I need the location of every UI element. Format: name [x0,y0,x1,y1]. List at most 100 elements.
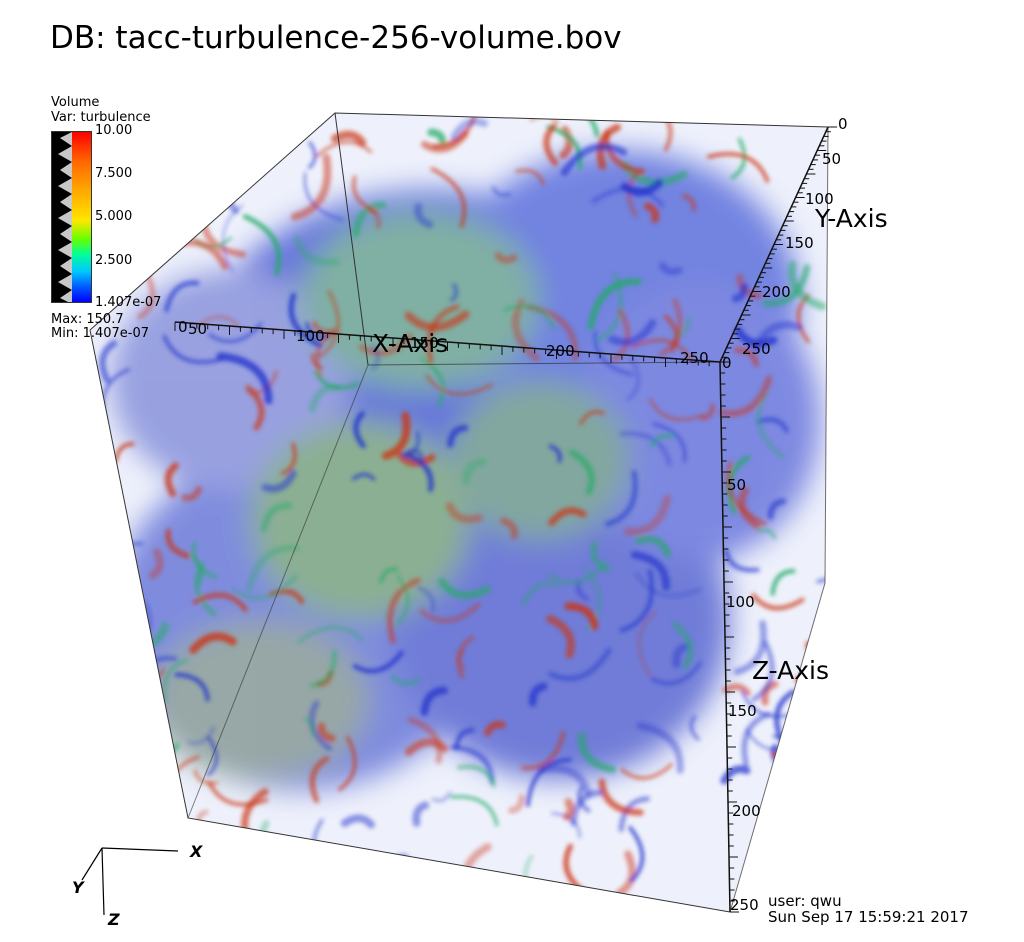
turbulence-streak [734,347,759,367]
turbulence-streak [394,574,411,626]
turbulence-streak [427,128,447,145]
opacity-ramp [52,132,72,302]
turbulence-streak [288,292,323,348]
turbulence-streak [659,298,683,357]
turbulence-streak [197,315,240,327]
turbulence-streak [396,452,436,467]
footer-date: Sun Sep 17 15:59:21 2017 [768,908,969,926]
turbulence-streak [430,167,467,228]
turbulence-streak [426,304,460,365]
turbulence-streak [564,602,599,630]
turbulence-streak [303,716,316,737]
turbulence-streak [756,417,789,433]
turbulence-streak [431,791,452,803]
turbulence-streak [751,640,775,702]
turbulence-streak [114,442,135,463]
turbulence-streak [307,141,317,169]
turbulence-streak [618,796,651,833]
turbulence-streak [603,130,645,176]
turbulence-streak [315,331,336,379]
turbulence-streak [310,649,337,689]
turbulence-streak [596,123,621,170]
turbulence-streak [315,140,373,158]
turbulence-streak [457,764,496,788]
turbulence-streak [591,186,665,208]
turbulence-streak [774,689,796,745]
turbulence-streak [163,658,189,703]
turbulence-streak [720,765,751,785]
volume-cloud [90,113,828,912]
turbulence-streak [207,736,218,777]
turbulence-streak [281,442,297,476]
turbulence-streak [635,572,701,597]
turbulence-streak [222,204,244,273]
turbulence-streak [659,262,683,276]
turbulence-streak [438,578,491,599]
turbulence-streak [450,117,488,141]
turbulence-streak [412,801,430,827]
y-tick-label: 100 [805,190,834,208]
y-tick-label: 250 [742,340,771,358]
turbulence-streak [755,528,777,540]
turbulence-streak [682,193,696,212]
turbulence-streak [111,773,163,791]
turbulence-streak [231,574,298,600]
turbulence-streak [133,602,152,649]
turbulence-streak [165,528,191,559]
turbulence-streak [767,498,787,520]
turbulence-streak [593,330,634,376]
turbulence-streak [638,611,656,678]
turbulence-streak [317,722,336,743]
x-tick-label: 150 [410,334,439,352]
turbulence-streak [537,764,592,797]
turbulence-streak [261,469,297,493]
turbulence-streak [636,722,684,774]
turbulence-streak [352,650,404,674]
turbulence-streak [109,625,123,642]
turbulence-streak [454,727,475,751]
triad-z-label: Z [108,910,120,929]
turbulence-streak [508,794,526,814]
turbulence-streak [650,661,702,686]
turbulence-streak [776,808,798,831]
turbulence-streak [109,188,175,214]
triad-y-label: Y [72,878,84,897]
legend-tick: 10.00 [95,123,133,138]
x-tick-label: 200 [546,342,575,360]
turbulence-streak [570,789,604,827]
turbulence-streak [137,273,156,320]
turbulence-streak [149,548,164,579]
turbulence-streak [521,581,559,606]
turbulence-streak [604,470,638,527]
turbulence-streak [352,201,387,238]
turbulence-streak [579,410,605,426]
turbulence-streak [390,674,421,686]
turbulence-streak [337,736,357,791]
x-tick-label: 250 [680,349,709,367]
turbulence-streak [290,153,332,221]
turbulence-streak [391,854,409,865]
turbulence-streak [723,549,760,573]
turbulence-streak [752,321,803,352]
turbulence-streak [311,321,339,335]
legend-plot-type: Volume [51,95,100,110]
turbulence-streak [762,264,811,307]
turbulence-streak [382,411,411,460]
turbulence-streak [733,620,767,676]
turbulence-streak [649,433,675,448]
z-tick-label: 150 [728,702,757,720]
turbulence-streak [462,458,487,486]
turbulence-streak [731,282,748,303]
turbulence-streak [353,410,366,449]
turbulence-streak [751,593,805,611]
legend-variable: Var: turbulence [51,110,151,125]
turbulence-streak [411,869,471,893]
turbulence-streak [406,448,425,461]
turbulence-streak [543,123,559,166]
y-tick-label: 200 [762,283,791,301]
turbulence-streak [192,592,248,613]
turbulence-streak [494,251,518,264]
turbulence-streak [500,517,518,540]
z-tick-label: 50 [727,476,747,494]
